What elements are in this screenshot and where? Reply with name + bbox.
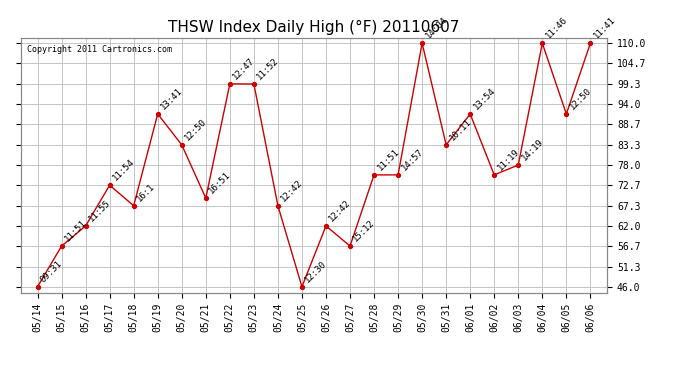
Text: 12:30: 12:30 <box>304 259 328 284</box>
Text: 11:54: 11:54 <box>111 157 137 182</box>
Text: 11:41: 11:41 <box>592 15 617 40</box>
Text: Copyright 2011 Cartronics.com: Copyright 2011 Cartronics.com <box>26 45 172 54</box>
Text: 09:31: 09:31 <box>39 259 64 284</box>
Text: 11:55: 11:55 <box>87 198 112 223</box>
Text: 13:54: 13:54 <box>471 86 497 111</box>
Text: 12:50: 12:50 <box>183 117 208 142</box>
Text: 11:19: 11:19 <box>495 147 521 172</box>
Text: 12:42: 12:42 <box>327 198 353 223</box>
Title: THSW Index Daily High (°F) 20110607: THSW Index Daily High (°F) 20110607 <box>168 20 460 35</box>
Text: 12:47: 12:47 <box>231 56 257 81</box>
Text: 16:51: 16:51 <box>207 170 233 195</box>
Text: 11:46: 11:46 <box>544 15 569 40</box>
Text: 16:1: 16:1 <box>135 182 157 203</box>
Text: 15:12: 15:12 <box>351 218 377 243</box>
Text: 11:51: 11:51 <box>375 147 401 172</box>
Text: 13:41: 13:41 <box>159 86 184 111</box>
Text: 11:52: 11:52 <box>255 56 281 81</box>
Text: 14:04: 14:04 <box>424 15 449 40</box>
Text: 10:11: 10:11 <box>448 117 473 142</box>
Text: 12:50: 12:50 <box>568 86 593 111</box>
Text: 14:57: 14:57 <box>400 147 425 172</box>
Text: 14:19: 14:19 <box>520 137 545 162</box>
Text: 11:51: 11:51 <box>63 218 88 243</box>
Text: 12:42: 12:42 <box>279 178 305 203</box>
